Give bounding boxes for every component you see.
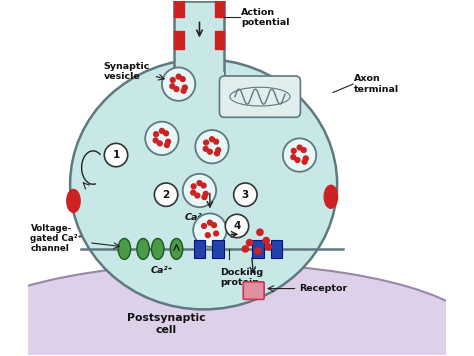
Circle shape (164, 143, 169, 147)
Circle shape (215, 151, 219, 156)
Circle shape (153, 138, 158, 143)
Circle shape (263, 237, 269, 244)
Bar (215, 31, 225, 49)
Circle shape (302, 159, 307, 164)
Bar (174, 72, 225, 88)
Text: 4: 4 (233, 221, 241, 231)
Circle shape (208, 220, 212, 225)
Circle shape (181, 88, 186, 93)
Circle shape (154, 132, 158, 137)
Circle shape (191, 190, 196, 195)
Ellipse shape (67, 189, 80, 213)
Circle shape (176, 74, 181, 79)
FancyBboxPatch shape (219, 76, 301, 117)
Circle shape (303, 156, 308, 161)
Circle shape (255, 248, 261, 254)
Circle shape (170, 78, 175, 82)
Circle shape (265, 244, 272, 250)
Bar (271, 240, 283, 258)
Text: Receptor: Receptor (300, 284, 348, 293)
Ellipse shape (137, 239, 149, 260)
Ellipse shape (152, 239, 164, 260)
Circle shape (210, 137, 214, 142)
Circle shape (242, 246, 248, 252)
Text: 1: 1 (112, 150, 119, 160)
Circle shape (170, 84, 175, 89)
Circle shape (201, 183, 206, 188)
Text: Postsynaptic
cell: Postsynaptic cell (127, 313, 205, 335)
Circle shape (204, 140, 209, 145)
Ellipse shape (0, 263, 474, 356)
Bar (174, 1, 225, 84)
Circle shape (246, 240, 253, 246)
Circle shape (162, 67, 195, 101)
Bar (215, 0, 225, 17)
Circle shape (157, 141, 162, 146)
Ellipse shape (118, 239, 131, 260)
Circle shape (295, 158, 300, 162)
Circle shape (297, 145, 302, 150)
Circle shape (257, 229, 263, 235)
Circle shape (225, 214, 249, 238)
Circle shape (166, 139, 171, 144)
Ellipse shape (324, 185, 337, 208)
Circle shape (214, 231, 219, 236)
Text: Ca²⁺: Ca²⁺ (185, 213, 207, 222)
Circle shape (145, 122, 179, 155)
Circle shape (211, 223, 217, 227)
Bar (212, 240, 224, 258)
Circle shape (195, 193, 200, 198)
Bar (174, 31, 183, 49)
Circle shape (183, 174, 216, 207)
Text: Ca²⁺: Ca²⁺ (151, 266, 173, 274)
Circle shape (174, 87, 179, 91)
Circle shape (216, 148, 220, 152)
Circle shape (203, 192, 208, 196)
FancyBboxPatch shape (243, 282, 264, 299)
Circle shape (292, 148, 296, 153)
Bar (193, 240, 205, 258)
Circle shape (201, 224, 207, 229)
Text: Synaptic
vesicle: Synaptic vesicle (103, 62, 150, 81)
Ellipse shape (170, 239, 183, 260)
Ellipse shape (70, 59, 337, 309)
Circle shape (208, 149, 212, 154)
Text: Docking
protein: Docking protein (220, 268, 264, 287)
Circle shape (191, 184, 196, 189)
Circle shape (202, 195, 207, 200)
Circle shape (197, 180, 202, 185)
Circle shape (193, 214, 227, 247)
Circle shape (236, 231, 242, 237)
Text: Action
potential: Action potential (241, 8, 290, 27)
Circle shape (195, 130, 228, 163)
Circle shape (291, 155, 296, 159)
Text: 3: 3 (242, 190, 249, 200)
Circle shape (104, 143, 128, 167)
Circle shape (283, 138, 316, 172)
Circle shape (234, 183, 257, 206)
Circle shape (214, 139, 219, 144)
Circle shape (203, 146, 208, 151)
Text: 2: 2 (163, 190, 170, 200)
Circle shape (180, 77, 185, 82)
Circle shape (182, 85, 187, 90)
Text: Voltage-
gated Ca²⁺
channel: Voltage- gated Ca²⁺ channel (30, 224, 83, 253)
Bar (174, 0, 183, 17)
Circle shape (301, 148, 306, 152)
Text: Axon
terminal: Axon terminal (354, 74, 399, 94)
Bar (252, 240, 264, 258)
Circle shape (155, 183, 178, 206)
Circle shape (159, 129, 164, 133)
Circle shape (205, 233, 210, 237)
Circle shape (164, 131, 168, 136)
